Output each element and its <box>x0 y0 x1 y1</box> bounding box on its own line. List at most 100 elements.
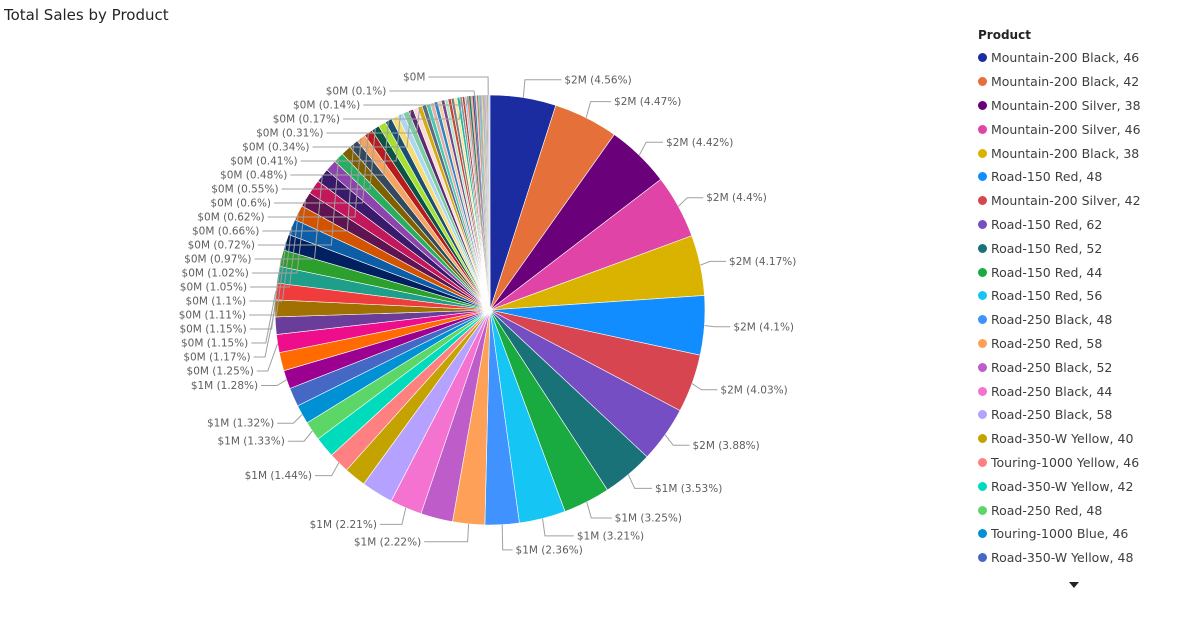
data-label: $2M (4.17%) <box>729 256 796 268</box>
legend-item[interactable]: Touring-1000 Blue, 46 <box>978 522 1193 546</box>
legend-swatch-icon <box>978 243 987 253</box>
legend-item[interactable]: Touring-1000 Yellow, 46 <box>978 451 1193 475</box>
legend-item[interactable]: Road-250 Black, 52 <box>978 355 1193 379</box>
data-label: $2M (4.42%) <box>666 137 733 149</box>
legend-scroll-down-icon[interactable] <box>1069 582 1079 588</box>
legend-item[interactable]: Road-250 Red, 48 <box>978 498 1193 522</box>
data-label: $0M (0.55%) <box>211 184 278 196</box>
data-label: $1M (1.33%) <box>218 436 285 448</box>
legend-swatch-icon <box>978 338 987 348</box>
legend-item[interactable]: Mountain-200 Black, 38 <box>978 141 1193 165</box>
legend-item[interactable]: Road-250 Black, 58 <box>978 403 1193 427</box>
legend-item-label: Mountain-200 Black, 42 <box>991 74 1140 90</box>
data-label: $2M (4.47%) <box>614 96 681 108</box>
leader-line <box>363 96 469 106</box>
leader-line <box>638 141 663 156</box>
data-label: $1M (2.22%) <box>354 536 421 548</box>
pie-labels: $2M (4.56%) $2M (4.47%) $2M (4.42%) $2M (4.… <box>179 72 797 557</box>
legend-item[interactable]: Road-250 Black, 48 <box>978 308 1193 332</box>
legend-item-label: Road-150 Red, 56 <box>991 288 1103 304</box>
legend-item[interactable]: Mountain-200 Silver, 38 <box>978 94 1193 118</box>
legend-swatch-icon <box>978 291 987 301</box>
legend-swatch-icon <box>978 148 987 158</box>
leader-line <box>274 132 369 204</box>
leader-line <box>249 242 287 316</box>
data-label: $0M (0.72%) <box>188 240 255 252</box>
data-label: $0M (1.17%) <box>183 352 250 364</box>
legend: Product Mountain-200 Black, 46 Mountain-2… <box>978 28 1193 570</box>
data-label: $1M (1.32%) <box>207 418 274 430</box>
leader-line <box>256 343 279 372</box>
legend-swatch-icon <box>978 53 987 63</box>
leader-line <box>691 383 718 391</box>
leader-line <box>389 90 476 96</box>
legend-swatch-icon <box>978 410 987 420</box>
leader-line <box>627 474 652 489</box>
data-label: $1M (1.28%) <box>191 380 258 392</box>
data-label: $0M (1.02%) <box>182 268 249 280</box>
legend-item[interactable]: Road-350-W Yellow, 42 <box>978 474 1193 498</box>
legend-item-label: Road-150 Red, 48 <box>991 169 1103 185</box>
leader-line <box>428 76 489 96</box>
leader-line <box>262 143 355 232</box>
leader-line <box>267 137 362 218</box>
data-label: $0M (1.15%) <box>179 324 246 336</box>
legend-swatch-icon <box>978 529 987 539</box>
legend-item[interactable]: Road-150 Red, 48 <box>978 165 1193 189</box>
data-label: $1M (2.21%) <box>310 519 377 531</box>
legend-swatch-icon <box>978 196 987 206</box>
legend-item-label: Road-250 Black, 58 <box>991 407 1113 423</box>
legend-item[interactable]: Mountain-200 Silver, 46 <box>978 117 1193 141</box>
legend-item[interactable]: Road-150 Red, 56 <box>978 284 1193 308</box>
legend-swatch-icon <box>978 267 987 277</box>
leader-line <box>522 79 562 98</box>
legend-item-label: Road-250 Red, 58 <box>991 335 1103 351</box>
data-label: $0M (0.31%) <box>256 128 323 140</box>
legend-swatch-icon <box>978 434 987 444</box>
legend-swatch-icon <box>978 481 987 491</box>
data-label: $2M (4.56%) <box>564 74 631 86</box>
leader-line <box>678 197 704 207</box>
legend-item[interactable]: Road-150 Red, 44 <box>978 260 1193 284</box>
legend-title: Product <box>978 28 1031 42</box>
data-label: $0M (0.34%) <box>242 142 309 154</box>
legend-swatch-icon <box>978 172 987 182</box>
data-label: $0M (0.1%) <box>326 86 387 98</box>
data-label: $0M (0.41%) <box>230 156 297 168</box>
legend-item[interactable]: Road-250 Red, 58 <box>978 332 1193 356</box>
pie-slices[interactable] <box>274 94 706 526</box>
leader-line <box>251 199 307 274</box>
legend-item-label: Mountain-200 Black, 46 <box>991 50 1140 66</box>
leader-line <box>251 291 277 344</box>
legend-item[interactable]: Road-350-W Yellow, 48 <box>978 546 1193 570</box>
data-label: $1M (3.21%) <box>577 530 644 542</box>
leader-line <box>277 414 303 424</box>
legend-item[interactable]: Road-150 Red, 52 <box>978 236 1193 260</box>
legend-item-label: Road-250 Black, 44 <box>991 383 1113 399</box>
data-label: $1M (3.53%) <box>655 483 722 495</box>
legend-item-label: Road-150 Red, 52 <box>991 240 1103 256</box>
legend-item-label: Road-350-W Yellow, 48 <box>991 550 1134 566</box>
legend-item[interactable]: Road-250 Black, 44 <box>978 379 1193 403</box>
data-label: $2M (3.88%) <box>692 440 759 452</box>
data-label: $2M (4.1%) <box>733 321 794 333</box>
legend-swatch-icon <box>978 553 987 563</box>
data-label: $0M (0.6%) <box>210 198 271 210</box>
legend-item-label: Road-250 Black, 48 <box>991 312 1113 328</box>
legend-item[interactable]: Road-350-W Yellow, 40 <box>978 427 1193 451</box>
legend-item[interactable]: Road-150 Red, 62 <box>978 213 1193 237</box>
leader-line <box>700 260 726 266</box>
legend-item[interactable]: Mountain-200 Black, 42 <box>978 70 1193 94</box>
legend-item[interactable]: Mountain-200 Silver, 42 <box>978 189 1193 213</box>
leader-line <box>250 212 299 288</box>
pie-chart[interactable]: $2M (4.56%) $2M (4.47%) $2M (4.42%) $2M (4.… <box>0 0 960 622</box>
legend-item-label: Mountain-200 Silver, 46 <box>991 121 1141 137</box>
leader-line <box>424 523 470 543</box>
data-label: $0M <box>403 72 425 84</box>
leader-line <box>379 507 407 525</box>
leader-line <box>290 120 389 176</box>
leader-line <box>249 226 293 302</box>
legend-item[interactable]: Mountain-200 Black, 46 <box>978 46 1193 70</box>
data-label: $0M (1.1%) <box>186 296 247 308</box>
leader-line <box>326 106 421 134</box>
